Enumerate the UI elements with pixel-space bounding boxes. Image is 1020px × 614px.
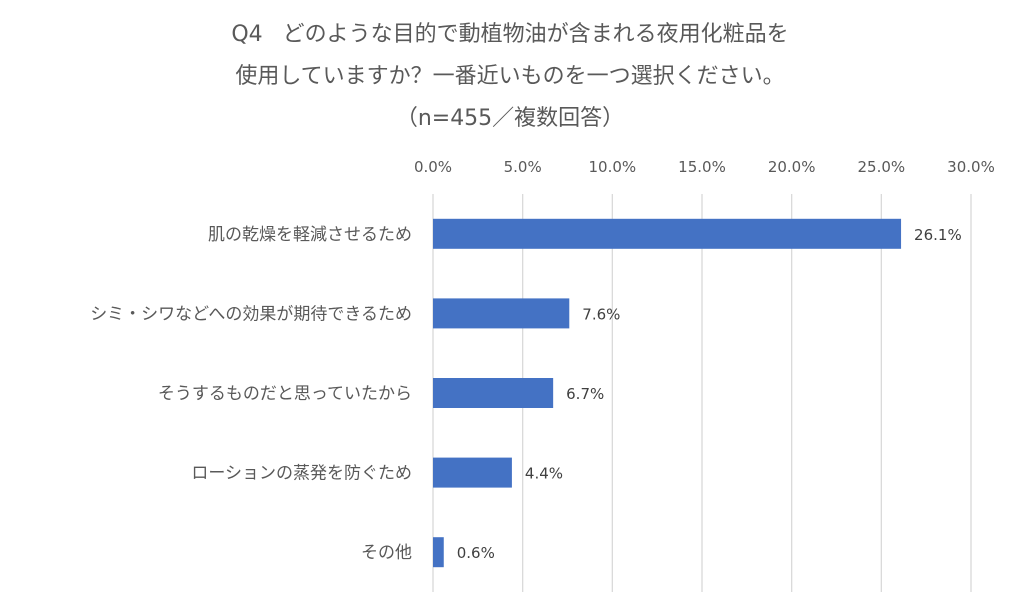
title-line-1: Q4 どのような目的で動植物油が含まれる夜用化粧品を [0,14,1020,56]
title-line-3: （n=455／複数回答） [395,106,625,131]
bar [433,298,570,329]
x-tick-label: 0.0% [414,158,452,176]
data-labels: 26.1% 7.6% 6.7% 4.4% 0.6% [457,226,962,562]
category-labels: 肌の乾燥を軽減させるためシミ・シワなどへの効果が期待できるためそうするものだと思… [90,225,412,563]
category-label: そうするものだと思っていたから [158,384,412,404]
bar [433,218,902,249]
chart-title: Q4 どのような目的で動植物油が含まれる夜用化粧品を 使用していますか？一番近いも… [0,14,1020,140]
x-axis-ticks: 0.0% 5.0% 10.0% 15.0% 20.0% 25.0% 30.0% [414,158,995,176]
category-label: ローションの蒸発を防ぐため [191,464,412,484]
x-tick-label: 5.0% [504,158,542,176]
data-label: 4.4% [525,465,563,483]
data-label: 0.6% [457,544,495,562]
x-tick-label: 10.0% [589,158,637,176]
title-line-2: 使用していますか？一番近いものを一つ選択ください。 [235,64,785,89]
category-label: 肌の乾燥を軽減させるため [208,225,412,245]
x-tick-label: 20.0% [768,158,816,176]
bars [433,218,902,568]
x-tick-label: 25.0% [858,158,906,176]
x-tick-label: 30.0% [947,158,995,176]
data-label: 7.6% [582,305,620,323]
bar [433,537,444,568]
category-label: その他 [361,543,412,563]
question-number: Q4 [231,22,263,47]
bar [433,457,512,488]
x-tick-label: 15.0% [678,158,726,176]
data-label: 6.7% [566,385,604,403]
title-text-1: どのような目的で動植物油が含まれる夜用化粧品を [282,22,789,47]
bar [433,378,554,408]
data-label: 26.1% [914,226,962,244]
category-label: シミ・シワなどへの効果が期待できるため [90,304,412,324]
